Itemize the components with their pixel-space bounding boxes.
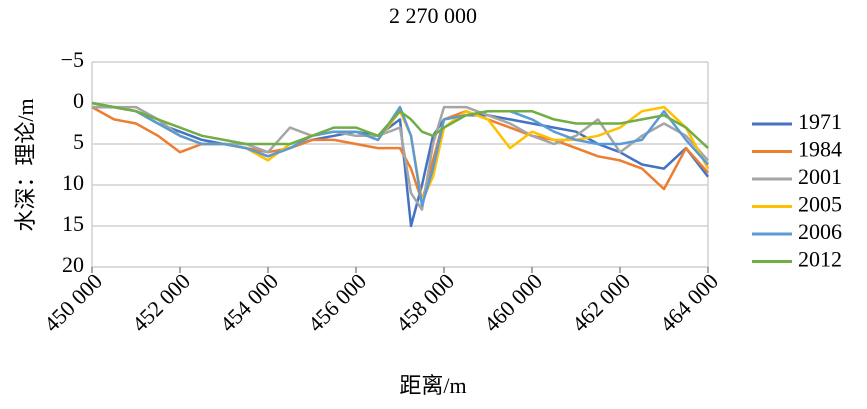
y-tick-label: 20 xyxy=(62,252,84,277)
x-tick-label: 452 000 xyxy=(127,268,195,336)
x-axis-label: 距离/m xyxy=(399,373,466,398)
series-line xyxy=(91,101,709,150)
legend-label: 2001 xyxy=(798,164,842,189)
legend-label: 1971 xyxy=(798,109,842,134)
x-tick-label: 462 000 xyxy=(567,268,635,336)
y-tick-label: 5 xyxy=(73,129,84,154)
x-tick-label: 458 000 xyxy=(391,268,459,336)
series-line xyxy=(91,101,709,207)
legend-label: 2005 xyxy=(798,192,842,217)
y-tick-label: 15 xyxy=(62,211,84,236)
x-tick-label: 454 000 xyxy=(215,268,283,336)
x-tick-label: 460 000 xyxy=(479,268,547,336)
y-tick-label: 0 xyxy=(73,88,84,113)
x-tick-label: 456 000 xyxy=(303,268,371,336)
legend-label: 1984 xyxy=(798,137,842,162)
x-tick-label: 450 000 xyxy=(39,268,107,336)
y-axis-label: 水深：理论/m xyxy=(13,98,38,231)
series-line xyxy=(92,105,709,228)
legend-label: 2006 xyxy=(798,219,842,244)
x-tick-label: 464 000 xyxy=(655,268,723,336)
series-line xyxy=(91,101,710,203)
y-tick-label: −5 xyxy=(61,47,84,72)
legend-label: 2012 xyxy=(798,247,842,272)
y-tick-label: 10 xyxy=(62,170,84,195)
chart-title: 2 270 000 xyxy=(389,3,477,28)
